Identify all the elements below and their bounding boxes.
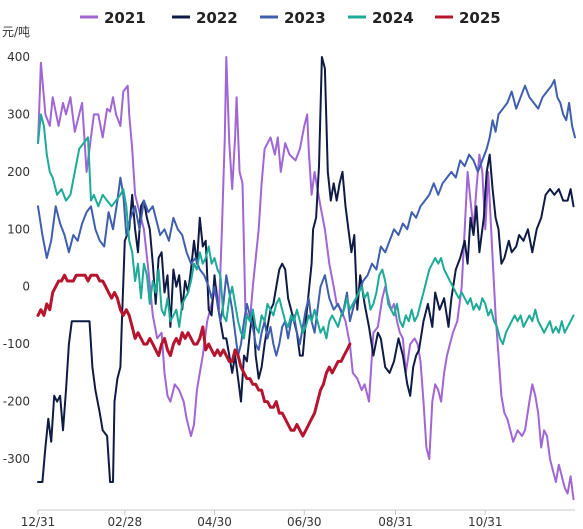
- x-tick-label: 12/31: [21, 515, 56, 529]
- legend-label: 2022: [196, 9, 238, 27]
- y-tick-label: 100: [7, 222, 30, 236]
- x-tick-label: 10/31: [468, 515, 503, 529]
- x-axis-ticks: 12/31 02/28 04/30 06/30 08/31 10/31: [21, 510, 503, 529]
- series-line-2022: [37, 56, 575, 483]
- x-tick-label: 04/30: [197, 515, 232, 529]
- legend-label: 2025: [459, 9, 501, 27]
- series-line-2024: [37, 113, 575, 346]
- x-tick-label: 02/28: [108, 515, 143, 529]
- series-line-2021: [37, 56, 575, 501]
- series-line-2025: [36, 273, 352, 438]
- legend-label: 2024: [372, 9, 414, 27]
- y-tick-label: 400: [7, 50, 30, 64]
- y-tick-label: -300: [3, 452, 30, 466]
- x-tick-label: 08/31: [378, 515, 413, 529]
- chart-legend: 2021 2022 2023 2024 2025: [80, 9, 501, 27]
- y-tick-label: 200: [7, 165, 30, 179]
- y-tick-label: 300: [7, 107, 30, 121]
- y-tick-label: -200: [3, 395, 30, 409]
- x-tick-label: 06/30: [287, 515, 322, 529]
- y-tick-label: 0: [22, 280, 30, 294]
- series-line-2023: [37, 79, 576, 357]
- y-tick-label: -100: [3, 337, 30, 351]
- legend-label: 2023: [284, 9, 326, 27]
- y-axis-unit-label: 元/吨: [2, 25, 30, 39]
- legend-label: 2021: [104, 9, 146, 27]
- plot-lines: [36, 56, 576, 501]
- y-axis-ticks: 400 300 200 100 0 -100 -200 -300: [3, 50, 30, 466]
